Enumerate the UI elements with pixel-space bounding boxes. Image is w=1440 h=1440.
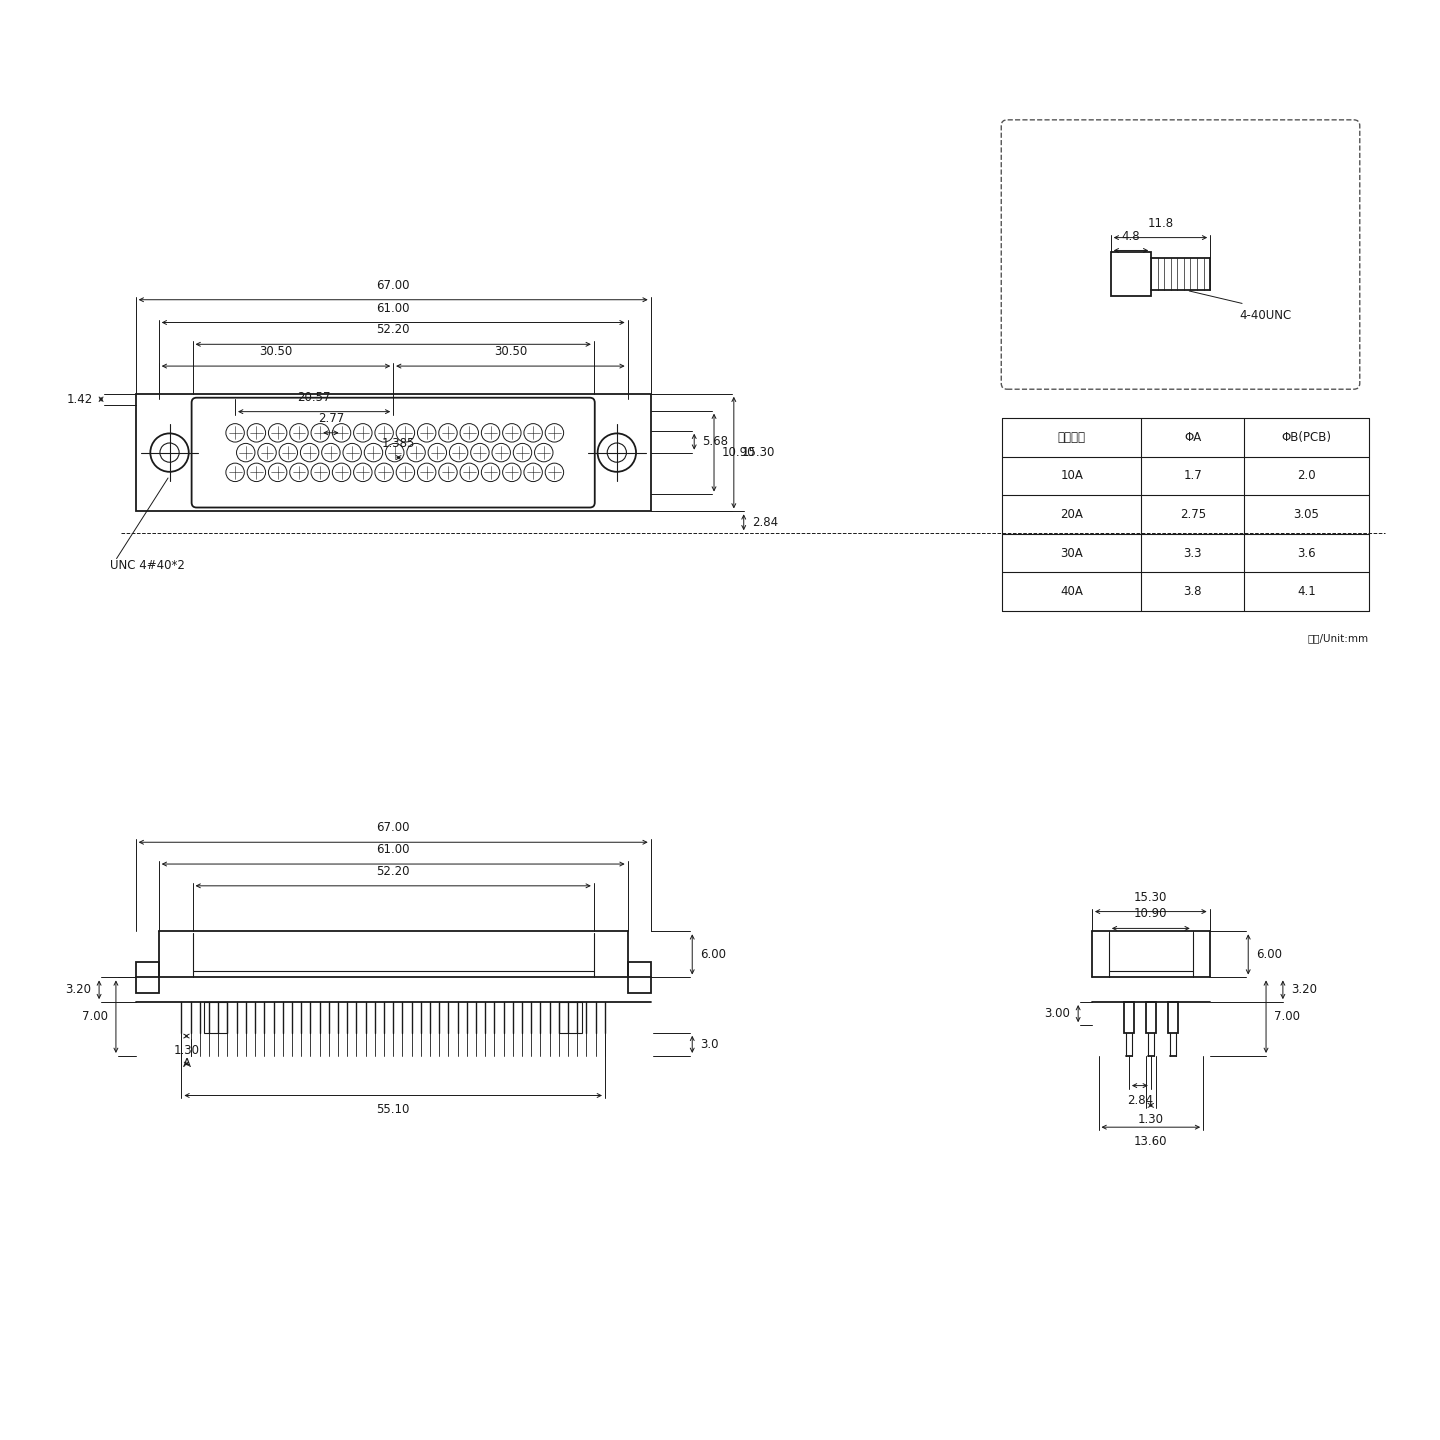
Text: 4.8: 4.8	[1122, 229, 1140, 242]
Text: ΦB(PCB): ΦB(PCB)	[1282, 431, 1332, 444]
Text: 20.57: 20.57	[298, 390, 331, 403]
Text: 15.30: 15.30	[1135, 891, 1168, 904]
Text: 20A: 20A	[1060, 508, 1083, 521]
Text: 单位/Unit:mm: 单位/Unit:mm	[1308, 632, 1368, 642]
Text: 61.00: 61.00	[376, 842, 410, 857]
Text: 5.68: 5.68	[703, 435, 729, 448]
Bar	[1168, 1002, 1178, 1032]
Text: 4-40UNC: 4-40UNC	[1240, 310, 1292, 323]
Text: 2.77: 2.77	[318, 412, 344, 425]
Text: 3.20: 3.20	[1290, 984, 1316, 996]
Bar	[559, 1002, 582, 1032]
Text: 10.90: 10.90	[721, 446, 756, 459]
Text: 3.0: 3.0	[700, 1038, 719, 1051]
Text: 10A: 10A	[1060, 469, 1083, 482]
Bar	[1110, 252, 1151, 297]
Text: 40A: 40A	[1060, 585, 1083, 598]
Text: ΦA: ΦA	[1184, 431, 1201, 444]
Text: 2.75: 2.75	[1179, 508, 1205, 521]
Text: 3.00: 3.00	[1044, 1007, 1070, 1020]
Text: 30A: 30A	[1060, 547, 1083, 560]
Bar	[1146, 1002, 1156, 1032]
Text: 3.05: 3.05	[1293, 508, 1319, 521]
Text: 6.00: 6.00	[700, 948, 726, 960]
Text: 1.30: 1.30	[1138, 1113, 1164, 1126]
Text: 30.50: 30.50	[494, 346, 527, 359]
Text: 52.20: 52.20	[376, 324, 410, 337]
Text: 额定电流: 额定电流	[1058, 431, 1086, 444]
Text: 11.8: 11.8	[1148, 216, 1174, 229]
Text: 7.00: 7.00	[1274, 1011, 1300, 1024]
Text: 3.20: 3.20	[65, 984, 91, 996]
Text: 67.00: 67.00	[376, 821, 410, 834]
Text: 1.7: 1.7	[1184, 469, 1202, 482]
Text: 1.30: 1.30	[173, 1044, 200, 1057]
Bar	[204, 1002, 228, 1032]
Text: 55.10: 55.10	[376, 1103, 410, 1116]
Text: 67.00: 67.00	[376, 279, 410, 292]
Text: 52.20: 52.20	[376, 865, 410, 878]
Text: 15.30: 15.30	[742, 446, 775, 459]
Text: 7.00: 7.00	[82, 1011, 108, 1024]
Text: 13.60: 13.60	[1135, 1135, 1168, 1148]
Text: 3.6: 3.6	[1297, 547, 1316, 560]
Text: 2.84: 2.84	[1128, 1093, 1153, 1106]
Bar	[1125, 1002, 1133, 1032]
Text: 1.385: 1.385	[382, 436, 415, 449]
Text: 10.90: 10.90	[1135, 907, 1168, 920]
Text: 61.00: 61.00	[376, 301, 410, 314]
Text: 3.8: 3.8	[1184, 585, 1202, 598]
Text: 3.3: 3.3	[1184, 547, 1202, 560]
Text: 2.0: 2.0	[1297, 469, 1316, 482]
Text: UNC 4#40*2: UNC 4#40*2	[109, 559, 184, 572]
Text: 30.50: 30.50	[259, 346, 292, 359]
Text: 6.00: 6.00	[1256, 948, 1282, 960]
Bar	[135, 962, 158, 992]
Text: A: A	[183, 1057, 190, 1070]
Bar	[135, 393, 651, 511]
Bar	[628, 962, 651, 992]
Text: 2.84: 2.84	[752, 516, 778, 528]
Text: 1.42: 1.42	[66, 393, 94, 406]
Text: 4.1: 4.1	[1297, 585, 1316, 598]
